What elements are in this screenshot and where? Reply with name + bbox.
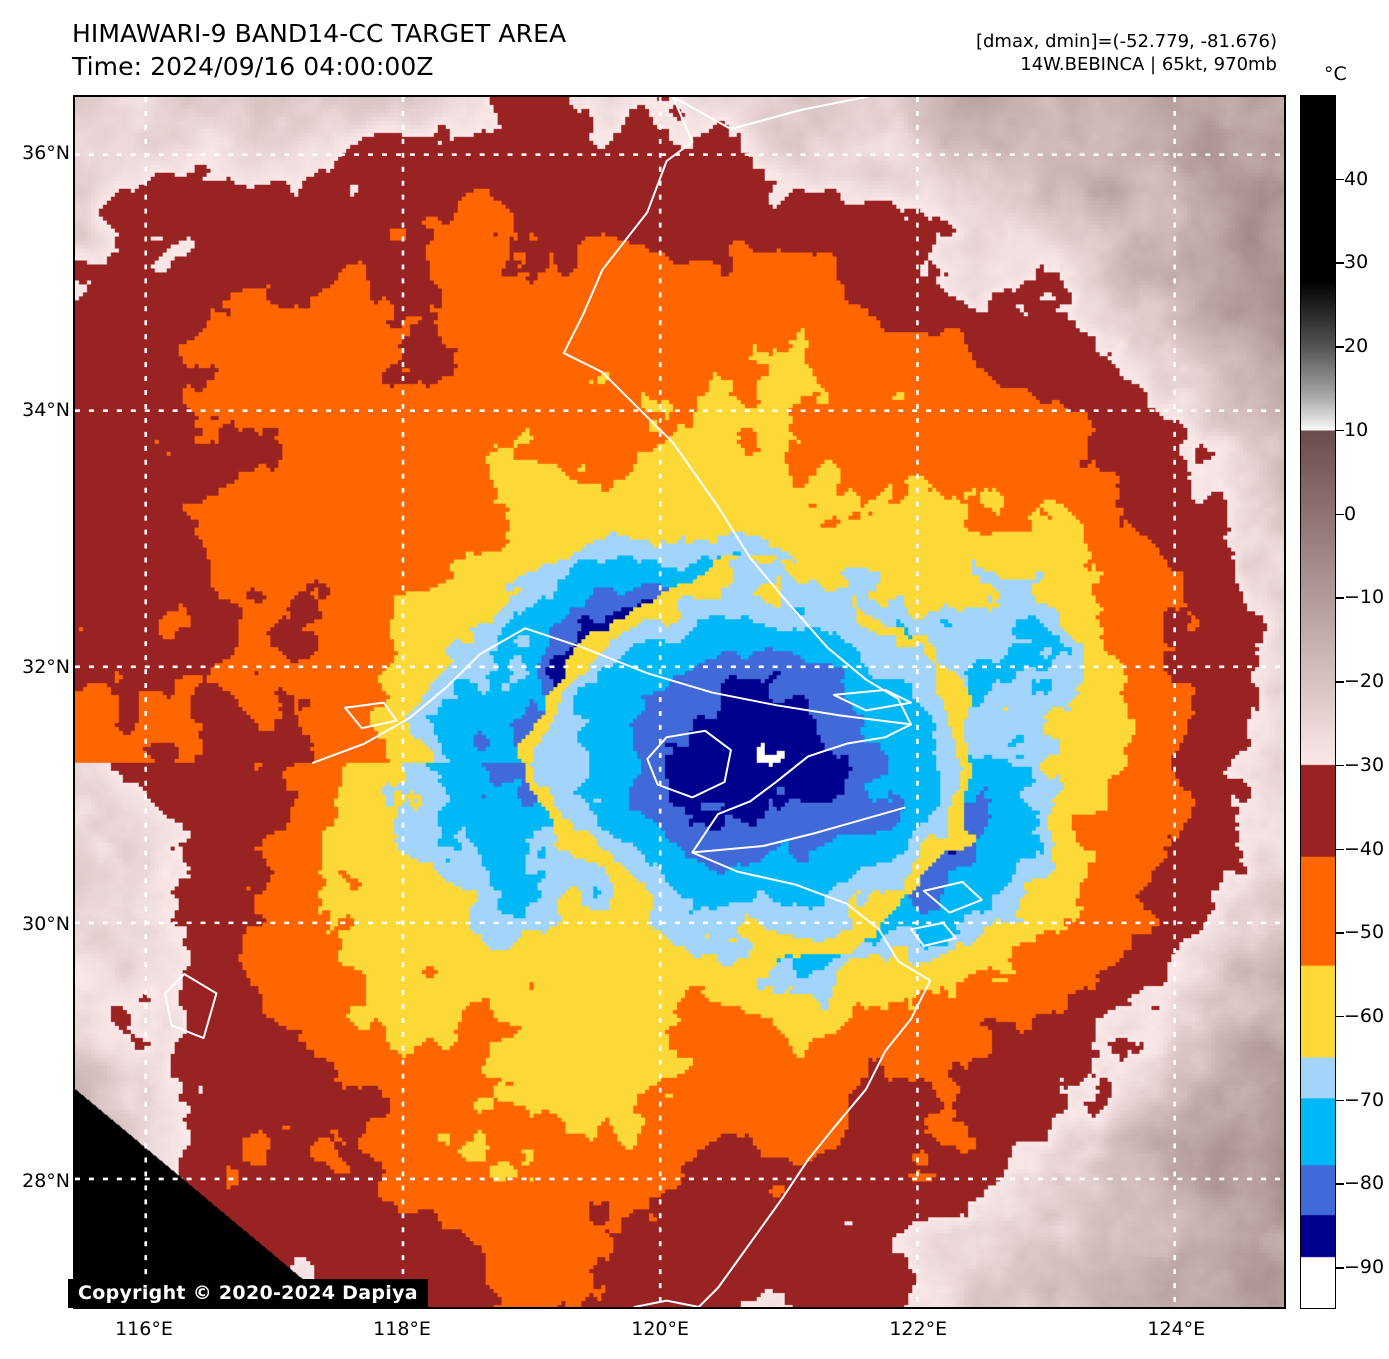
colorbar-tickmark--20	[1336, 681, 1344, 683]
colorbar-tickmark--90	[1336, 1267, 1344, 1269]
map-overlay	[75, 97, 1284, 1307]
colorbar-tick--10: −10	[1344, 586, 1385, 609]
lon-tick-118: 118°E	[373, 1318, 431, 1340]
colorbar-tick--40: −40	[1344, 837, 1385, 860]
metadata-block: [dmax, dmin]=(-52.779, -81.676) 14W.BEBI…	[976, 30, 1277, 77]
lake-taihu	[646, 729, 732, 799]
storm-info-label: 14W.BEBINCA | 65kt, 970mb	[1020, 54, 1277, 76]
lake-poyang	[164, 973, 218, 1040]
colorbar-tick-0: 0	[1344, 502, 1357, 525]
colorbar-tickmark--30	[1336, 764, 1344, 767]
islands-zhoushan-south	[910, 921, 957, 947]
colorbar-tickmark-20	[1336, 346, 1344, 348]
colorbar-tick--60: −60	[1344, 1004, 1385, 1027]
colorbar-tickmark--40	[1336, 848, 1344, 851]
lat-tick-36: 36°N	[22, 141, 70, 164]
colorbar	[1300, 95, 1336, 1309]
colorbar-tickmark-40	[1336, 178, 1344, 181]
colorbar-tick--90: −90	[1344, 1256, 1385, 1279]
lat-tick-28: 28°N	[22, 1169, 70, 1192]
colorbar-tickmark-0	[1336, 513, 1344, 516]
islands-zhoushan	[922, 880, 983, 914]
lon-tick-120: 120°E	[631, 1318, 690, 1340]
lat-tick-32: 32°N	[22, 655, 70, 678]
lake-chaohu	[344, 701, 398, 730]
lat-tick-34: 34°N	[22, 398, 70, 421]
colorbar-tick-30: 30	[1344, 251, 1369, 274]
title-block: HIMAWARI-9 BAND14-CC TARGET AREA Time: 2…	[72, 18, 566, 83]
coastline-fujian	[633, 1299, 700, 1307]
colorbar-tick--80: −80	[1344, 1172, 1385, 1195]
page-title: HIMAWARI-9 BAND14-CC TARGET AREA	[72, 19, 567, 48]
satellite-imagery-canvas	[75, 97, 1284, 1307]
colorbar-tick--50: −50	[1344, 921, 1385, 944]
colorbar-tick-40: 40	[1344, 167, 1369, 190]
colorbar-gradient	[1301, 96, 1335, 1308]
island-chongming	[832, 688, 913, 712]
colorbar-tick-10: 10	[1344, 418, 1369, 441]
lon-tick-124: 124°E	[1147, 1318, 1206, 1340]
lon-tick-122: 122°E	[889, 1318, 948, 1340]
colorbar-tickmark--10	[1336, 597, 1344, 599]
colorbar-tickmark--50	[1336, 932, 1344, 934]
colorbar-tickmark-10	[1336, 429, 1344, 432]
copyright-watermark: Copyright © 2020-2024 Dapiya	[68, 1279, 428, 1308]
colorbar-tick--30: −30	[1344, 753, 1385, 776]
lon-tick-116: 116°E	[115, 1318, 173, 1340]
colorbar-tickmark--80	[1336, 1183, 1344, 1185]
coastline-shandong	[672, 97, 867, 130]
river-yangtze	[311, 627, 913, 764]
timestamp-label: Time: 2024/09/16 04:00:00Z	[72, 51, 434, 81]
colorbar-tickmark--70	[1336, 1099, 1344, 1102]
dmax-dmin-label: [dmax, dmin]=(-52.779, -81.676)	[975, 31, 1277, 52]
colorbar-tick--70: −70	[1344, 1088, 1385, 1111]
lat-tick-30: 30°N	[22, 912, 70, 935]
satellite-image-plot	[73, 95, 1286, 1309]
colorbar-tick-20: 20	[1344, 335, 1369, 358]
colorbar-tick--20: −20	[1344, 670, 1385, 693]
colorbar-tickmark--60	[1336, 1015, 1344, 1018]
coastline-china-mainland	[562, 97, 932, 1307]
colorbar-unit-label: °C	[1324, 63, 1347, 85]
colorbar-tickmark-30	[1336, 262, 1344, 264]
coastline-hangzhou-bay	[691, 806, 906, 854]
